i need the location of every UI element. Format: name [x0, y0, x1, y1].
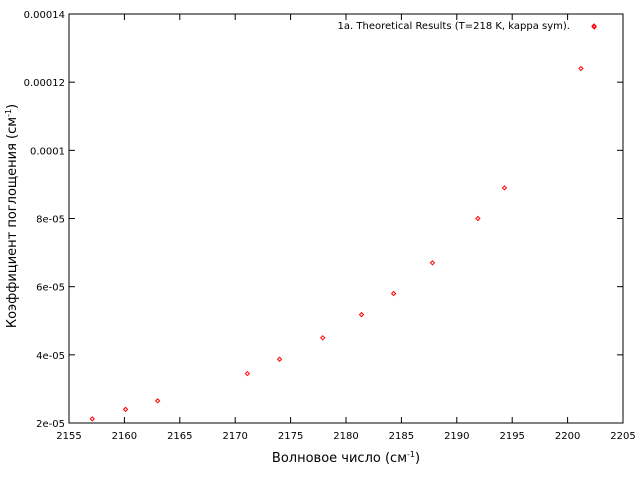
y-tick-label: 6e-05: [36, 283, 65, 294]
x-axis-title: Волновое число (см-1): [272, 450, 420, 466]
y-tick-label: 8e-05: [36, 215, 65, 226]
data-point: [244, 370, 251, 377]
x-tick-label: 2160: [112, 431, 137, 442]
x-tick-label: 2195: [499, 431, 524, 442]
y-axis-title-suffix: ): [5, 104, 20, 109]
x-axis-title-sup: -1: [407, 450, 415, 459]
x-tick-label: 2205: [610, 431, 635, 442]
data-point: [320, 335, 326, 341]
y-tick-label: 4e-05: [36, 351, 65, 362]
x-tick-label: 2170: [222, 431, 247, 442]
y-tick-label: 0.0001: [30, 146, 65, 157]
x-tick-label: 2175: [278, 431, 303, 442]
y-tick-label: 2e-05: [36, 419, 65, 430]
data-point: [89, 416, 95, 422]
x-tick-label: 2155: [56, 431, 81, 442]
x-tick-label: 2190: [444, 431, 469, 442]
x-tick-label: 2165: [167, 431, 192, 442]
data-point: [276, 356, 283, 362]
legend: 1a. Theoretical Results (T=218 K, kappa …: [338, 21, 597, 32]
x-axis-title-suffix: ): [415, 451, 420, 466]
y-tick-label: 0.00014: [24, 10, 65, 21]
data-point: [154, 398, 161, 404]
y-axis-title: Коэффициент поглощения (см-1): [4, 104, 20, 328]
data-point: [501, 185, 508, 191]
data-point: [390, 290, 397, 297]
x-tick-label: 2180: [333, 431, 358, 442]
y-tick-label: 0.00012: [24, 78, 65, 89]
x-axis-ticks: 2155 2160 2165 2170 2175 2180 2185 2190 2195 2200…: [56, 14, 636, 442]
y-axis-ticks: 2e-05 4e-05 6e-05 8e-05 0.0001 0.00012 0.00014: [24, 10, 623, 430]
legend-marker-diamond: [591, 23, 597, 29]
legend-marker: [591, 23, 597, 29]
data-point: [475, 215, 481, 222]
data-point: [122, 406, 129, 413]
legend-label: 1a. Theoretical Results (T=218 K, kappa …: [338, 21, 570, 32]
data-point: [429, 260, 436, 266]
y-axis-title-sup: -1: [4, 109, 13, 117]
data-point: [578, 65, 584, 72]
x-tick-label: 2200: [555, 431, 580, 442]
data-point: [358, 311, 365, 318]
x-tick-label: 2185: [389, 431, 414, 442]
